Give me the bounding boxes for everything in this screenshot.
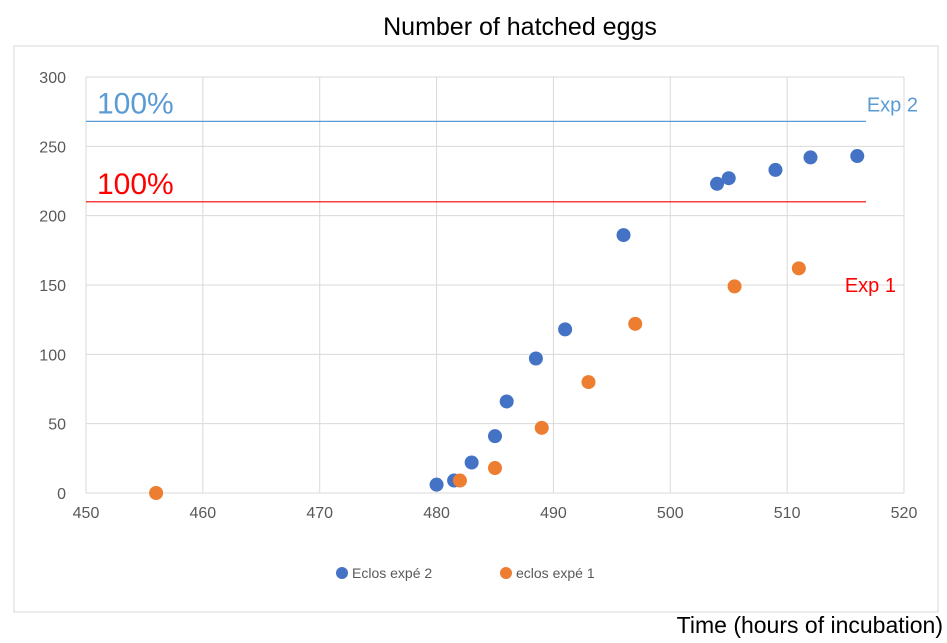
data-point — [581, 375, 596, 390]
reference-lines: 100% 100% Exp 2 Exp 1 — [86, 87, 918, 297]
x-tick-label: 460 — [190, 505, 217, 522]
axis-ticks: 450 460 470 480 490 500 510 520 0 50 100 150 200 250 3… — [39, 70, 917, 522]
x-tick-label: 480 — [423, 505, 450, 522]
data-point — [768, 162, 783, 177]
legend-marker — [500, 567, 512, 579]
reference-percent-label: 100% — [97, 168, 174, 201]
chart-area-border — [13, 45, 939, 613]
data-point — [464, 455, 479, 470]
data-point — [452, 473, 467, 488]
legend: Eclos expé 2 eclos expé 1 — [336, 565, 595, 581]
x-axis-label: Time (hours of incubation) — [677, 612, 943, 638]
data-point — [616, 228, 631, 243]
data-point — [721, 171, 736, 186]
data-point — [628, 316, 643, 331]
data-point — [488, 429, 502, 444]
y-tick-label: 0 — [57, 486, 66, 503]
legend-label: eclos expé 1 — [516, 565, 595, 581]
x-tick-label: 510 — [774, 505, 801, 522]
y-tick-label: 200 — [39, 209, 66, 226]
data-point — [488, 461, 502, 476]
x-tick-label: 450 — [73, 505, 100, 522]
legend-marker — [336, 567, 348, 579]
y-tick-label: 50 — [48, 417, 66, 434]
y-tick-label: 250 — [39, 139, 66, 156]
data-point — [710, 176, 725, 191]
x-tick-label: 470 — [306, 505, 333, 522]
data-point — [149, 486, 164, 500]
x-tick-label: 490 — [540, 505, 567, 522]
reference-percent-label: 100% — [97, 87, 174, 120]
y-tick-label: 100 — [39, 347, 66, 364]
data-point — [534, 420, 549, 435]
data-points — [149, 149, 865, 500]
x-tick-label: 500 — [657, 505, 684, 522]
data-point — [727, 279, 742, 294]
data-point — [499, 394, 514, 409]
x-tick-label: 520 — [891, 505, 918, 522]
data-point — [558, 322, 573, 337]
data-point — [528, 351, 543, 366]
exp2-label: Exp 2 — [867, 94, 918, 116]
data-point — [429, 477, 444, 492]
data-point — [791, 261, 806, 276]
y-tick-label: 300 — [39, 70, 66, 87]
chart-title: Number of hatched eggs — [383, 13, 657, 41]
data-point — [850, 149, 865, 164]
legend-label: Eclos expé 2 — [352, 565, 432, 581]
data-point — [803, 150, 818, 165]
exp1-label: Exp 1 — [845, 275, 896, 297]
y-tick-label: 150 — [39, 278, 66, 295]
gridlines — [85, 76, 905, 494]
